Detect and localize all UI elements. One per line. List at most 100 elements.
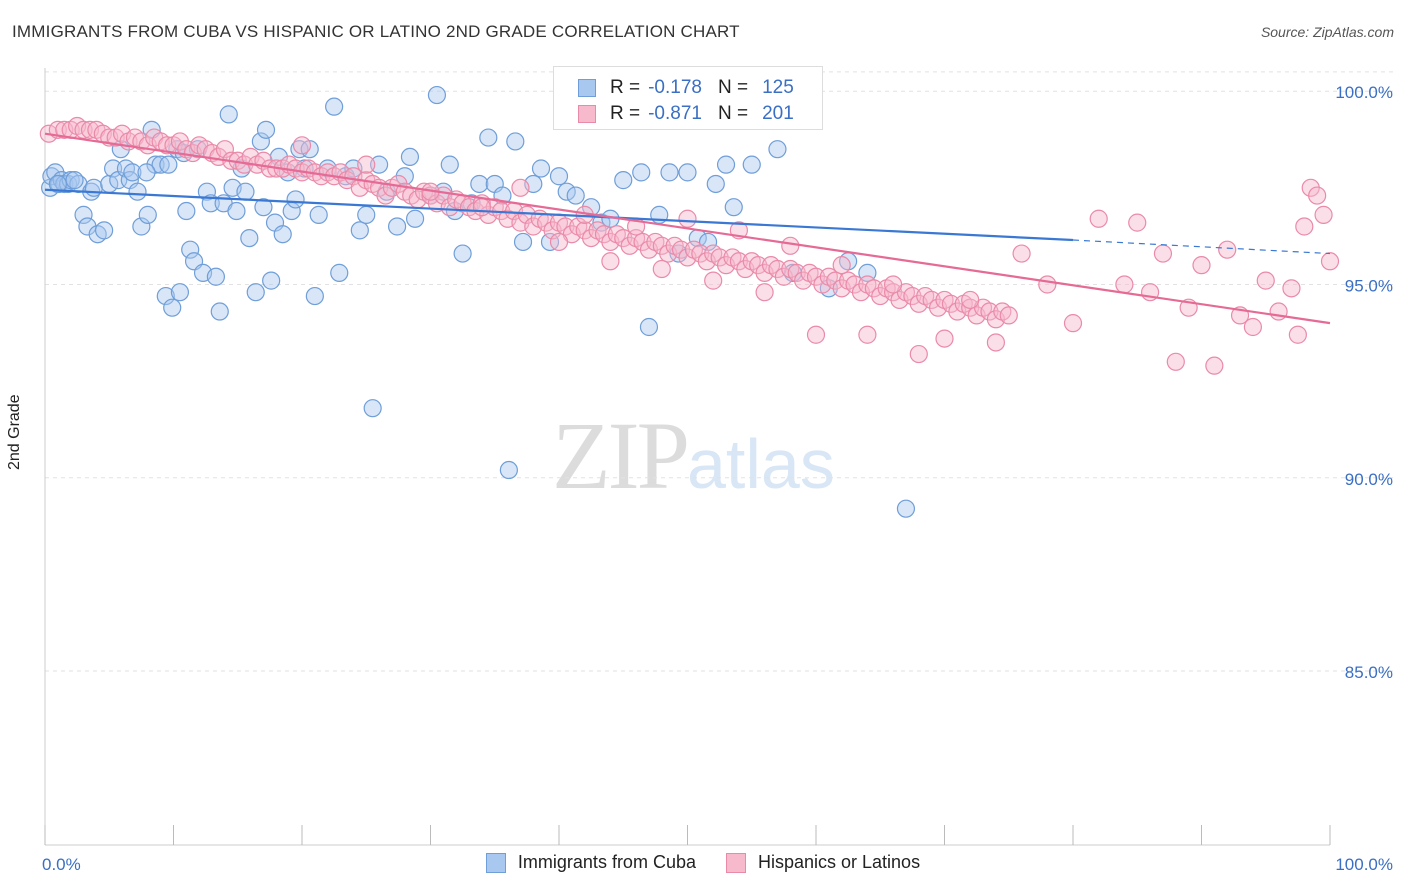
data-point [156, 286, 175, 306]
data-point [678, 163, 697, 182]
legend-row-hispanic: R = -0.871 N = 201 [578, 101, 794, 127]
data-point [357, 205, 376, 224]
data-point [210, 302, 229, 321]
data-point [286, 190, 305, 209]
data-point [159, 155, 178, 174]
legend-swatch-hispanic [725, 852, 746, 873]
axes [44, 68, 1331, 846]
data-point [742, 155, 761, 174]
data-point [1128, 213, 1147, 232]
series-legend: Immigrants from Cuba Hispanics or Latino… [0, 852, 1406, 873]
data-point [104, 159, 123, 178]
data-point [806, 325, 826, 344]
data-point [883, 275, 903, 294]
data-point [256, 120, 276, 139]
data-point [325, 97, 344, 116]
data-point [405, 209, 425, 228]
data-point [1308, 186, 1327, 205]
tick-labels: 85.0% 90.0% 95.0% 100.0% 0.0% 100.0% [42, 83, 1393, 874]
data-point [632, 163, 651, 182]
watermark-atlas: atlas [687, 425, 835, 503]
watermark: ZIPatlas [552, 400, 835, 511]
data-point [506, 132, 525, 151]
data-point [832, 256, 851, 275]
data-point [246, 283, 265, 302]
data-point [170, 283, 190, 302]
data-point [909, 344, 928, 364]
trend-line-cuba-extension [1072, 239, 1331, 255]
data-point [262, 271, 281, 290]
data-point [781, 236, 800, 255]
data-point [206, 267, 226, 286]
data-point [1153, 244, 1173, 263]
data-point [652, 259, 671, 279]
source-label: Source: ZipAtlas.com [1260, 24, 1394, 40]
data-point [370, 155, 389, 174]
data-point [472, 198, 491, 217]
data-point [219, 105, 238, 124]
legend-swatch-hispanic [578, 105, 596, 123]
data-point [1243, 317, 1263, 337]
x-tick-label: 100.0% [1335, 855, 1393, 874]
legend-label-cuba: Immigrants from Cuba [517, 852, 696, 872]
data-point [330, 263, 349, 282]
data-point [1205, 356, 1224, 375]
data-point [305, 286, 324, 306]
n-label: N = [717, 77, 749, 98]
legend-item-cuba[interactable]: Immigrants from Cuba [485, 852, 696, 873]
data-point [236, 182, 255, 201]
data-point [151, 155, 170, 174]
data-point [768, 140, 787, 159]
n-label: N = [717, 103, 749, 124]
legend-label-hispanic: Hispanics or Latinos [757, 852, 921, 872]
data-point [1012, 244, 1031, 263]
data-point [513, 232, 533, 252]
legend-item-hispanic[interactable]: Hispanics or Latinos [725, 852, 921, 873]
watermark-zip: ZIP [552, 402, 690, 509]
data-point [128, 182, 147, 201]
trend-lines [44, 132, 1331, 325]
data-point [453, 244, 472, 263]
trend-line-cuba [44, 188, 1074, 242]
data-point [1288, 325, 1307, 344]
data-point [163, 298, 182, 317]
data-point [755, 283, 774, 302]
data-point [704, 271, 723, 290]
data-point [65, 171, 84, 190]
data-point [138, 205, 157, 224]
data-point [132, 217, 151, 236]
data-point [1314, 205, 1333, 224]
data-point [716, 155, 736, 174]
data-point [566, 186, 585, 205]
data-point [660, 163, 679, 182]
data-point [1038, 275, 1057, 294]
data-point [549, 232, 569, 252]
data-point [549, 167, 569, 186]
data-point [601, 252, 620, 271]
legend-swatch-cuba [485, 852, 506, 873]
data-point [639, 317, 659, 337]
data-point [123, 163, 142, 182]
series-hispanic-points [39, 116, 1340, 375]
data-point [858, 325, 877, 344]
y-tick-label: 100.0% [1335, 83, 1393, 102]
r-label: R = [610, 77, 641, 98]
n-value: 201 [762, 103, 794, 124]
data-point [177, 201, 196, 221]
data-point [84, 178, 103, 197]
data-point [254, 198, 273, 217]
data-point [95, 221, 114, 240]
data-point [215, 140, 234, 159]
data-point [1115, 275, 1134, 294]
data-point [614, 171, 633, 190]
trend-line-hispanic [44, 132, 1331, 325]
data-point [74, 205, 93, 224]
data-point [961, 290, 980, 310]
data-point [1089, 209, 1108, 228]
n-value: 125 [762, 77, 794, 98]
data-point [706, 174, 725, 194]
y-tick-label: 85.0% [1345, 663, 1393, 682]
data-point [273, 225, 292, 244]
legend-swatch-cuba [578, 79, 596, 97]
